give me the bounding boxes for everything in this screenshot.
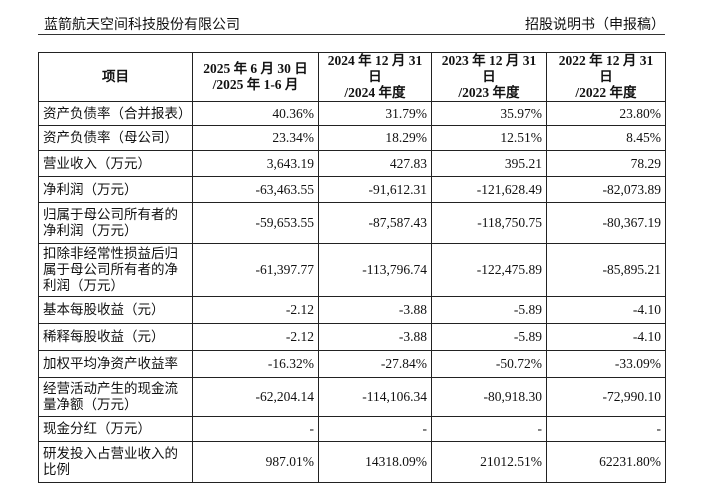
value-cell: -82,073.89 [546, 176, 666, 203]
value-cell: - [546, 416, 666, 442]
value-cell: 987.01% [192, 441, 319, 483]
value-cell: -72,990.10 [546, 377, 666, 417]
header-row: 项目 2025 年 6 月 30 日/2025 年 1-6 月 2024 年 12 … [38, 52, 666, 102]
header-cell: 2023 年 12 月 31 日/2023 年度 [431, 52, 547, 102]
item-cell: 现金分红（万元） [38, 416, 193, 442]
value-cell: 40.36% [192, 101, 319, 126]
value-cell: -27.84% [318, 350, 432, 378]
header-line: 2024 年 12 月 31 日 [327, 53, 423, 84]
item-cell: 净利润（万元） [38, 176, 193, 203]
value-cell: -33.09% [546, 350, 666, 378]
item-cell: 加权平均净资产收益率 [38, 350, 193, 378]
value-cell: -80,367.19 [546, 202, 666, 244]
value-cell: -62,204.14 [192, 377, 319, 417]
value-cell: - [318, 416, 432, 442]
item-cell: 扣除非经常性损益后归属于母公司所有者的净利润（万元） [38, 243, 193, 297]
header-cell: 项目 [38, 52, 193, 102]
value-cell: -16.32% [192, 350, 319, 378]
table-row: 经营活动产生的现金流量净额（万元） -62,204.14 -114,106.34 -8… [38, 377, 666, 417]
document-title: 招股说明书（申报稿） [525, 18, 665, 33]
value-cell: 18.29% [318, 125, 432, 151]
item-cell: 经营活动产生的现金流量净额（万元） [38, 377, 193, 417]
value-cell: -87,587.43 [318, 202, 432, 244]
value-cell: -4.10 [546, 323, 666, 351]
value-cell: -63,463.55 [192, 176, 319, 203]
item-cell: 营业收入（万元） [38, 150, 193, 177]
value-cell: 31.79% [318, 101, 432, 126]
value-cell: -121,628.49 [431, 176, 547, 203]
value-cell: -113,796.74 [318, 243, 432, 297]
table-row: 净利润（万元） -63,463.55 -91,612.31 -121,628.49 -8… [38, 176, 666, 203]
header-line: /2024 年度 [344, 85, 406, 100]
value-cell: -85,895.21 [546, 243, 666, 297]
value-cell: - [192, 416, 319, 442]
item-cell: 基本每股收益（元） [38, 296, 193, 324]
header-line: 项目 [102, 69, 129, 84]
value-cell: -2.12 [192, 296, 319, 324]
header-line: 2025 年 6 月 30 日 [203, 61, 308, 76]
table-row: 现金分红（万元） - - - - [38, 416, 666, 442]
header-line: /2022 年度 [575, 85, 637, 100]
value-cell: 8.45% [546, 125, 666, 151]
item-cell: 研发投入占营业收入的比例 [38, 441, 193, 483]
header-line: /2023 年度 [458, 85, 520, 100]
value-cell: 23.80% [546, 101, 666, 126]
value-cell: -80,918.30 [431, 377, 547, 417]
financial-table: 项目 2025 年 6 月 30 日/2025 年 1-6 月 2024 年 12 … [38, 52, 666, 483]
page-header: 蓝箭航天空间科技股份有限公司 招股说明书（申报稿） [38, 12, 665, 35]
value-cell: 78.29 [546, 150, 666, 177]
table-row: 研发投入占营业收入的比例 987.01% 14318.09% 21012.51% 622… [38, 441, 666, 483]
value-cell: -5.89 [431, 296, 547, 324]
item-cell: 稀释每股收益（元） [38, 323, 193, 351]
value-cell: -3.88 [318, 323, 432, 351]
value-cell: 395.21 [431, 150, 547, 177]
value-cell: -114,106.34 [318, 377, 432, 417]
table-row: 归属于母公司所有者的净利润（万元） -59,653.55 -87,587.43 -11… [38, 202, 666, 244]
header-cell: 2022 年 12 月 31 日/2022 年度 [546, 52, 666, 102]
header-cell: 2024 年 12 月 31 日/2024 年度 [318, 52, 432, 102]
value-cell: -59,653.55 [192, 202, 319, 244]
value-cell: 23.34% [192, 125, 319, 151]
item-cell: 资产负债率（母公司） [38, 125, 193, 151]
value-cell: 427.83 [318, 150, 432, 177]
value-cell: -91,612.31 [318, 176, 432, 203]
table-row: 营业收入（万元） 3,643.19 427.83 395.21 78.29 [38, 150, 666, 177]
value-cell: 12.51% [431, 125, 547, 151]
value-cell: -61,397.77 [192, 243, 319, 297]
item-cell: 归属于母公司所有者的净利润（万元） [38, 202, 193, 244]
item-cell: 资产负债率（合并报表） [38, 101, 193, 126]
header-line: 2022 年 12 月 31 日 [558, 53, 654, 84]
table-row: 稀释每股收益（元） -2.12 -3.88 -5.89 -4.10 [38, 323, 666, 351]
value-cell: 3,643.19 [192, 150, 319, 177]
value-cell: 14318.09% [318, 441, 432, 483]
value-cell: -3.88 [318, 296, 432, 324]
value-cell: 35.97% [431, 101, 547, 126]
header-line: /2025 年 1-6 月 [212, 77, 299, 92]
value-cell: 62231.80% [546, 441, 666, 483]
header-line: 2023 年 12 月 31 日 [441, 53, 537, 84]
table-row: 加权平均净资产收益率 -16.32% -27.84% -50.72% -33.09% [38, 350, 666, 378]
value-cell: -122,475.89 [431, 243, 547, 297]
value-cell: -5.89 [431, 323, 547, 351]
value-cell: -2.12 [192, 323, 319, 351]
table-row: 扣除非经常性损益后归属于母公司所有者的净利润（万元） -61,397.77 -113… [38, 243, 666, 297]
table-row: 资产负债率（合并报表） 40.36% 31.79% 35.97% 23.80% [38, 101, 666, 126]
company-name: 蓝箭航天空间科技股份有限公司 [44, 18, 240, 33]
value-cell: -118,750.75 [431, 202, 547, 244]
value-cell: -4.10 [546, 296, 666, 324]
value-cell: -50.72% [431, 350, 547, 378]
value-cell: 21012.51% [431, 441, 547, 483]
table-row: 基本每股收益（元） -2.12 -3.88 -5.89 -4.10 [38, 296, 666, 324]
value-cell: - [431, 416, 547, 442]
header-cell: 2025 年 6 月 30 日/2025 年 1-6 月 [192, 52, 319, 102]
table-row: 资产负债率（母公司） 23.34% 18.29% 12.51% 8.45% [38, 125, 666, 151]
